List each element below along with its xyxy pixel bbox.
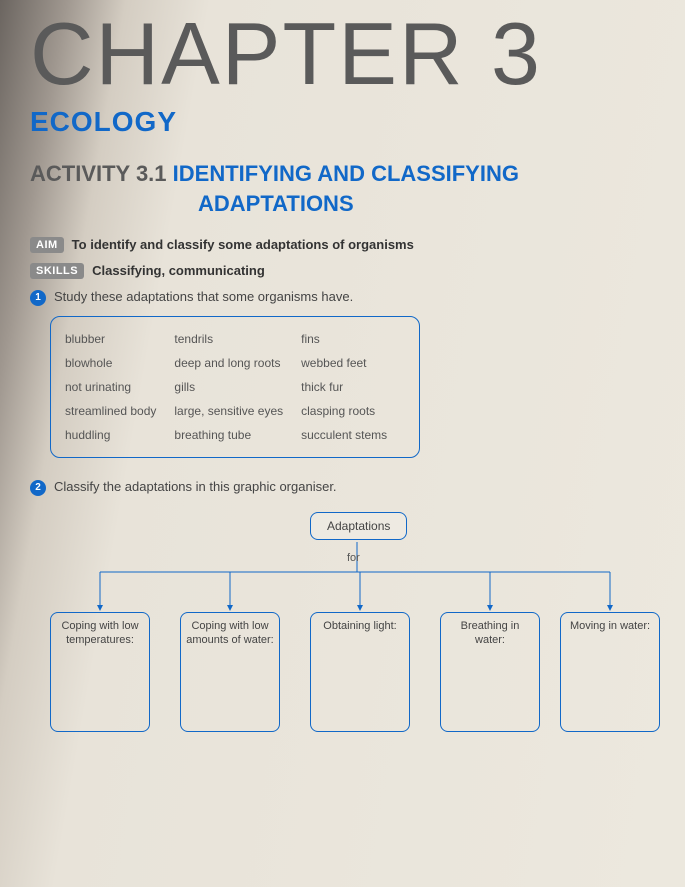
aim-row: AIM To identify and classify some adapta… xyxy=(30,237,655,253)
step-1-number-icon: 1 xyxy=(30,290,46,306)
table-cell: gills xyxy=(174,375,301,399)
table-row: blowholedeep and long rootswebbed feet xyxy=(65,351,405,375)
table-row: streamlined bodylarge, sensitive eyescla… xyxy=(65,399,405,423)
step-2-number-icon: 2 xyxy=(30,480,46,496)
table-cell: blubber xyxy=(65,327,174,351)
activity-title-part2: ADAPTATIONS xyxy=(198,191,655,217)
adaptations-table: blubbertendrilsfinsblowholedeep and long… xyxy=(65,327,405,447)
table-row: blubbertendrilsfins xyxy=(65,327,405,351)
skills-row: SKILLS Classifying, communicating xyxy=(30,263,655,279)
subject-heading: ECOLOGY xyxy=(30,106,655,138)
step-1-text: Study these adaptations that some organi… xyxy=(54,289,353,304)
adaptations-word-box: blubbertendrilsfinsblowholedeep and long… xyxy=(50,316,420,458)
table-cell: huddling xyxy=(65,423,174,447)
table-cell: not urinating xyxy=(65,375,174,399)
table-cell: blowhole xyxy=(65,351,174,375)
aim-text: To identify and classify some adaptation… xyxy=(72,237,414,252)
child-node: Moving in water: xyxy=(560,612,660,732)
graphic-organiser: Adaptations for Coping with low temperat… xyxy=(30,512,655,752)
child-node: Obtaining light: xyxy=(310,612,410,732)
table-cell: breathing tube xyxy=(174,423,301,447)
table-row: not urinatinggillsthick fur xyxy=(65,375,405,399)
activity-title-part1: IDENTIFYING AND CLASSIFYING xyxy=(173,161,519,186)
table-row: huddlingbreathing tubesucculent stems xyxy=(65,423,405,447)
table-cell: large, sensitive eyes xyxy=(174,399,301,423)
step-1: 1 Study these adaptations that some orga… xyxy=(30,289,655,306)
step-2-text: Classify the adaptations in this graphic… xyxy=(54,479,337,494)
table-cell: tendrils xyxy=(174,327,301,351)
child-node: Breathing in water: xyxy=(440,612,540,732)
root-node: Adaptations xyxy=(310,512,407,540)
skills-tag: SKILLS xyxy=(30,263,84,279)
table-cell: deep and long roots xyxy=(174,351,301,375)
chapter-title: CHAPTER 3 xyxy=(30,10,655,98)
skills-text: Classifying, communicating xyxy=(92,263,265,278)
activity-heading-line1: ACTIVITY 3.1 IDENTIFYING AND CLASSIFYING xyxy=(30,160,655,189)
activity-number: ACTIVITY 3.1 xyxy=(30,161,167,186)
table-cell: thick fur xyxy=(301,375,405,399)
table-cell: clasping roots xyxy=(301,399,405,423)
table-cell: webbed feet xyxy=(301,351,405,375)
table-cell: fins xyxy=(301,327,405,351)
child-node: Coping with low amounts of water: xyxy=(180,612,280,732)
table-cell: succulent stems xyxy=(301,423,405,447)
child-node: Coping with low temperatures: xyxy=(50,612,150,732)
step-2: 2 Classify the adaptations in this graph… xyxy=(30,479,655,496)
aim-tag: AIM xyxy=(30,237,64,253)
connector-label: for xyxy=(347,552,360,564)
table-cell: streamlined body xyxy=(65,399,174,423)
